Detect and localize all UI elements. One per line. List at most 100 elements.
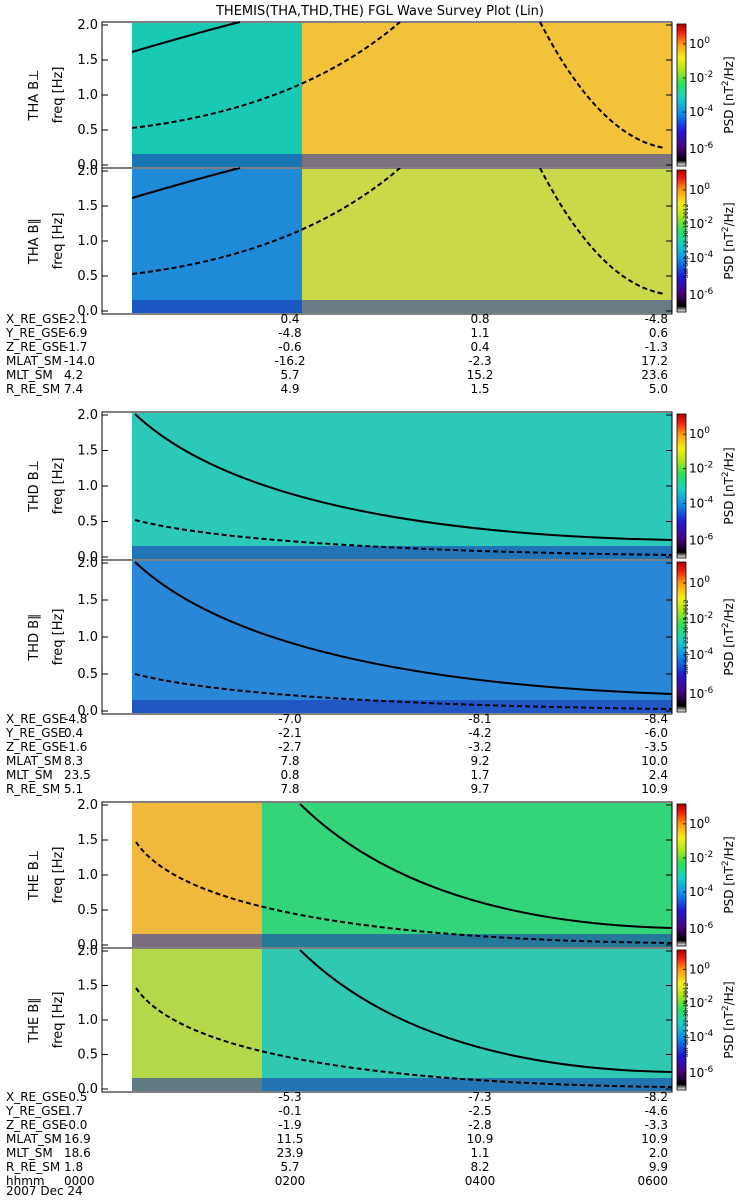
ephemeris-value: -3.2 [468, 740, 491, 754]
ephemeris-value: -8.1 [468, 712, 491, 726]
ephemeris-value: -4.2 [468, 726, 491, 740]
ephemeris-label: Y_RE_GSE [5, 326, 66, 340]
y-tick-label: 0.5 [77, 903, 98, 918]
y-tick-label: 1.5 [77, 199, 98, 214]
ephemeris-label: Y_RE_GSE [5, 1104, 66, 1118]
y-axis-label: freq [Hz] [51, 67, 66, 124]
ephemeris-value: 5.0 [649, 382, 668, 396]
ephemeris-row: R_RE_SM 5.1 7.8 9.7 10.9 [6, 782, 668, 796]
ephemeris-value: 0.4 [470, 340, 489, 354]
low-frequency-band [132, 154, 672, 167]
ephemeris-value: 7.8 [280, 754, 299, 768]
y-tick-label: 0.0 [77, 938, 98, 953]
colorbar-tick-label: 100 [689, 575, 710, 590]
colorbar-label: PSD [nT2/Hz] [721, 56, 736, 133]
overlay-curves [134, 561, 673, 710]
colorbar-tick-label: 10-2 [689, 995, 713, 1010]
ephemeris-value: 11.5 [277, 1132, 304, 1146]
colorbar-label: PSD [nT2/Hz] [721, 981, 736, 1058]
y-tick-label: 2.0 [77, 408, 98, 423]
ephemeris-label: X_RE_GSE [6, 712, 67, 726]
psd-region [262, 949, 672, 1091]
cyclotron-curve [539, 21, 666, 149]
ephemeris-block: X_RE_GSE-2.1 0.4 0.8 -4.8 Y_RE_GSE-6.9 -4.8 1.… [5, 312, 668, 396]
colorbar-tick-label: 10-6 [689, 686, 714, 701]
colorbar-tick-label: 10-6 [689, 533, 714, 548]
ephemeris-value: -8.2 [645, 1090, 668, 1104]
ephemeris-value: -2.1 [278, 726, 301, 740]
ephemeris-value: 10.9 [641, 782, 668, 796]
low-frequency-band [132, 546, 672, 559]
panel-label: THE B⊥ [27, 850, 42, 901]
ephemeris-value: -6.9 [64, 326, 87, 340]
colorbar-tick-label: 100 [689, 426, 710, 441]
colorbar-tick-label: 10-6 [689, 921, 714, 936]
ephemeris-value: -2.8 [468, 1118, 491, 1132]
spectrogram-panel: 0.0 0.5 1.0 1.5 2.0 THD B⊥ freq [Hz] 100 10-2 10-… [27, 408, 736, 565]
ephemeris-value: 9.2 [470, 754, 489, 768]
ephemeris-value: -0.0 [64, 1118, 87, 1132]
y-tick-label: 0.0 [77, 704, 98, 719]
ephemeris-value: 0200 [275, 1174, 306, 1188]
cyclotron-curve [539, 167, 666, 295]
ephemeris-value: -7.0 [278, 712, 301, 726]
ephemeris-value: -0.5 [64, 1090, 87, 1104]
ephemeris-row: MLAT_SM 16.9 11.5 10.9 10.9 [6, 1132, 668, 1146]
ephemeris-layer: X_RE_GSE-2.1 0.4 0.8 -4.8Y_RE_GSE-6.9 -4.8 1.… [5, 312, 668, 1188]
ephemeris-label: MLAT_SM [6, 1132, 62, 1146]
ephemeris-value: -2.7 [278, 740, 301, 754]
y-tick-label: 0.0 [77, 1082, 98, 1097]
y-tick-label: 0.0 [77, 550, 98, 565]
ephemeris-value: -6.0 [645, 726, 668, 740]
spectrogram-panel: 0.0 0.5 1.0 1.5 2.0 THE B⊥ freq [Hz] 100 10-2 10-… [27, 798, 736, 953]
y-tick-label: 0.5 [77, 123, 98, 138]
ephemeris-value: 0.8 [470, 312, 489, 326]
y-axis-label: freq [Hz] [51, 213, 66, 270]
colorbar-label: PSD [nT2/Hz] [721, 202, 736, 279]
ephemeris-value: 1.7 [470, 768, 489, 782]
y-tick-label: 1.5 [77, 593, 98, 608]
date-label: 2007 Dec 24 [6, 1184, 83, 1198]
ephemeris-label: R_RE_SM [6, 1160, 60, 1174]
y-axis-label: freq [Hz] [51, 847, 66, 904]
ephemeris-row: MLT_SM 4.2 5.7 15.2 23.6 [6, 368, 668, 382]
ephemeris-value: -1.3 [645, 340, 668, 354]
colorbar-tick-label: 10-6 [689, 1065, 714, 1080]
colorbar-tick-label: 10-2 [689, 216, 713, 231]
y-tick-label: 0.0 [77, 304, 98, 319]
panel-label: THD B⊥ [27, 460, 42, 513]
ephemeris-label: MLAT_SM [6, 754, 62, 768]
ephemeris-row: Y_RE_GSE-6.9 -4.8 1.1 0.6 [5, 326, 668, 340]
ephemeris-label: MLT_SM [6, 368, 53, 382]
ephemeris-label: R_RE_SM [6, 782, 60, 796]
colorbar [676, 169, 687, 313]
colorbar-tick-label: 10-4 [689, 104, 714, 119]
panel-label: THA B∥ [27, 218, 42, 265]
colorbar [676, 949, 687, 1091]
ephemeris-value: 0.8 [280, 768, 299, 782]
timestamp: Sat Sep 1 22:30:14 2012 [683, 982, 690, 1057]
cyclotron-curve [135, 987, 673, 1088]
psd-region [132, 949, 262, 1091]
ephemeris-value: 17.2 [641, 354, 668, 368]
ephemeris-row: R_RE_SM 7.4 4.9 1.5 5.0 [6, 382, 668, 396]
ephemeris-row: MLT_SM 18.6 23.9 1.1 2.0 [6, 1146, 668, 1160]
ephemeris-value: 1.7 [64, 1104, 83, 1118]
ephemeris-label: X_RE_GSE [6, 1090, 67, 1104]
ephemeris-row: Z_RE_GSE-1.6 -2.7 -3.2 -3.5 [6, 740, 668, 754]
y-tick-label: 0.5 [77, 1048, 98, 1063]
spectrogram-panel: 0.0 0.5 1.0 1.5 2.0 THA B∥ freq [Hz] 100 10-2 10-… [27, 164, 736, 319]
ephemeris-value: 5.7 [280, 1160, 299, 1174]
overlay-curves [131, 21, 666, 149]
cyclotron-curve [299, 949, 673, 1073]
ephemeris-label: MLT_SM [6, 1146, 53, 1160]
ephemeris-value: 10.9 [641, 1132, 668, 1146]
ephemeris-value: 7.4 [64, 382, 83, 396]
panels-layer: 0.0 0.5 1.0 1.5 2.0 THA B⊥ freq [Hz] 100 10-2 10-… [27, 18, 736, 1097]
colorbar-tick-label: 100 [689, 36, 710, 51]
low-frequency-band [132, 934, 672, 947]
y-tick-label: 0.0 [77, 158, 98, 173]
